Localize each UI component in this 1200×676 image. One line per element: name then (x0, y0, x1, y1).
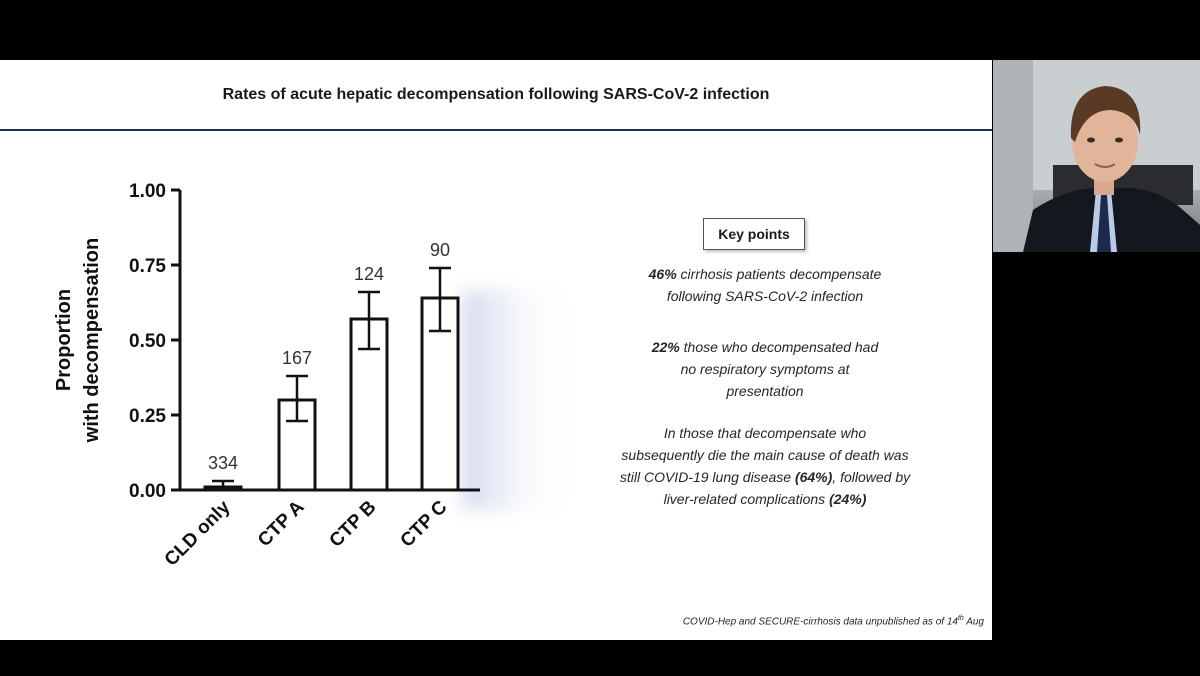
key-point-1: 46% cirrhosis patients decompensate follo… (560, 263, 970, 307)
y-axis-label: with decompensation (81, 238, 103, 443)
bar-count-label: 167 (282, 348, 312, 368)
key-point-1-text: cirrhosis patients decompensate (676, 266, 882, 282)
key-point-2-text: presentation (726, 383, 804, 399)
y-tick-label: 0.75 (129, 256, 166, 277)
footnote-end: Aug (963, 616, 984, 628)
key-point-2: 22% those who decompensated had no respir… (560, 336, 970, 402)
key-points-heading: Key points (703, 218, 805, 250)
key-point-3-text: subsequently die the main cause of death… (621, 447, 909, 463)
slide-title: Rates of acute hepatic decompensation fo… (222, 86, 770, 103)
y-tick-label: 0.25 (129, 406, 166, 427)
key-point-2-text: no respiratory symptoms at (680, 361, 850, 377)
footnote-text: COVID-Hep and SECURE-cirrhosis data unpu… (682, 616, 958, 628)
key-point-2-text: 22% (651, 339, 680, 355)
footnote: COVID-Hep and SECURE-cirrhosis data unpu… (683, 615, 984, 627)
y-tick-label: 1.00 (129, 181, 166, 202)
key-point-3-text: (64%) (794, 469, 833, 485)
bar-count-label: 90 (430, 240, 450, 260)
x-category-label: CTP A (254, 496, 309, 551)
presenter-video-icon (993, 60, 1200, 252)
bar-shadow-decoration (462, 290, 572, 510)
title-underline (0, 129, 992, 131)
presentation-slide: Rates of acute hepatic decompensation fo… (0, 60, 992, 640)
footnote-superscript: th (957, 615, 964, 622)
x-category-label: CTP C (397, 496, 452, 551)
key-point-3-text: still COVID-19 lung disease (619, 469, 795, 485)
x-category-label: CLD only (161, 496, 235, 570)
presenter-webcam (993, 60, 1200, 252)
bar-count-label: 334 (208, 453, 238, 473)
key-point-3-text: In those that decompensate who (663, 425, 867, 441)
key-point-3-text: liver-related complications (663, 491, 830, 507)
y-axis-label: Proportion (53, 289, 75, 391)
y-tick-label: 0.00 (129, 481, 166, 502)
key-point-3-text: , followed by (832, 469, 911, 485)
x-category-label: CTP B (326, 497, 381, 552)
bar-chart: 0.00 0.25 0.50 0.75 1.00 Proportion with decom… (53, 181, 480, 571)
key-point-1-text: following SARS-CoV-2 infection (666, 288, 864, 304)
key-point-2-text: those who decompensated had (679, 339, 879, 355)
key-point-3-text: (24%) (829, 491, 867, 507)
key-point-3: In those that decompensate who subsequent… (560, 422, 970, 510)
key-point-1-text: 46% (648, 266, 677, 282)
y-tick-label: 0.50 (129, 331, 166, 352)
bar-count-label: 124 (354, 264, 384, 284)
